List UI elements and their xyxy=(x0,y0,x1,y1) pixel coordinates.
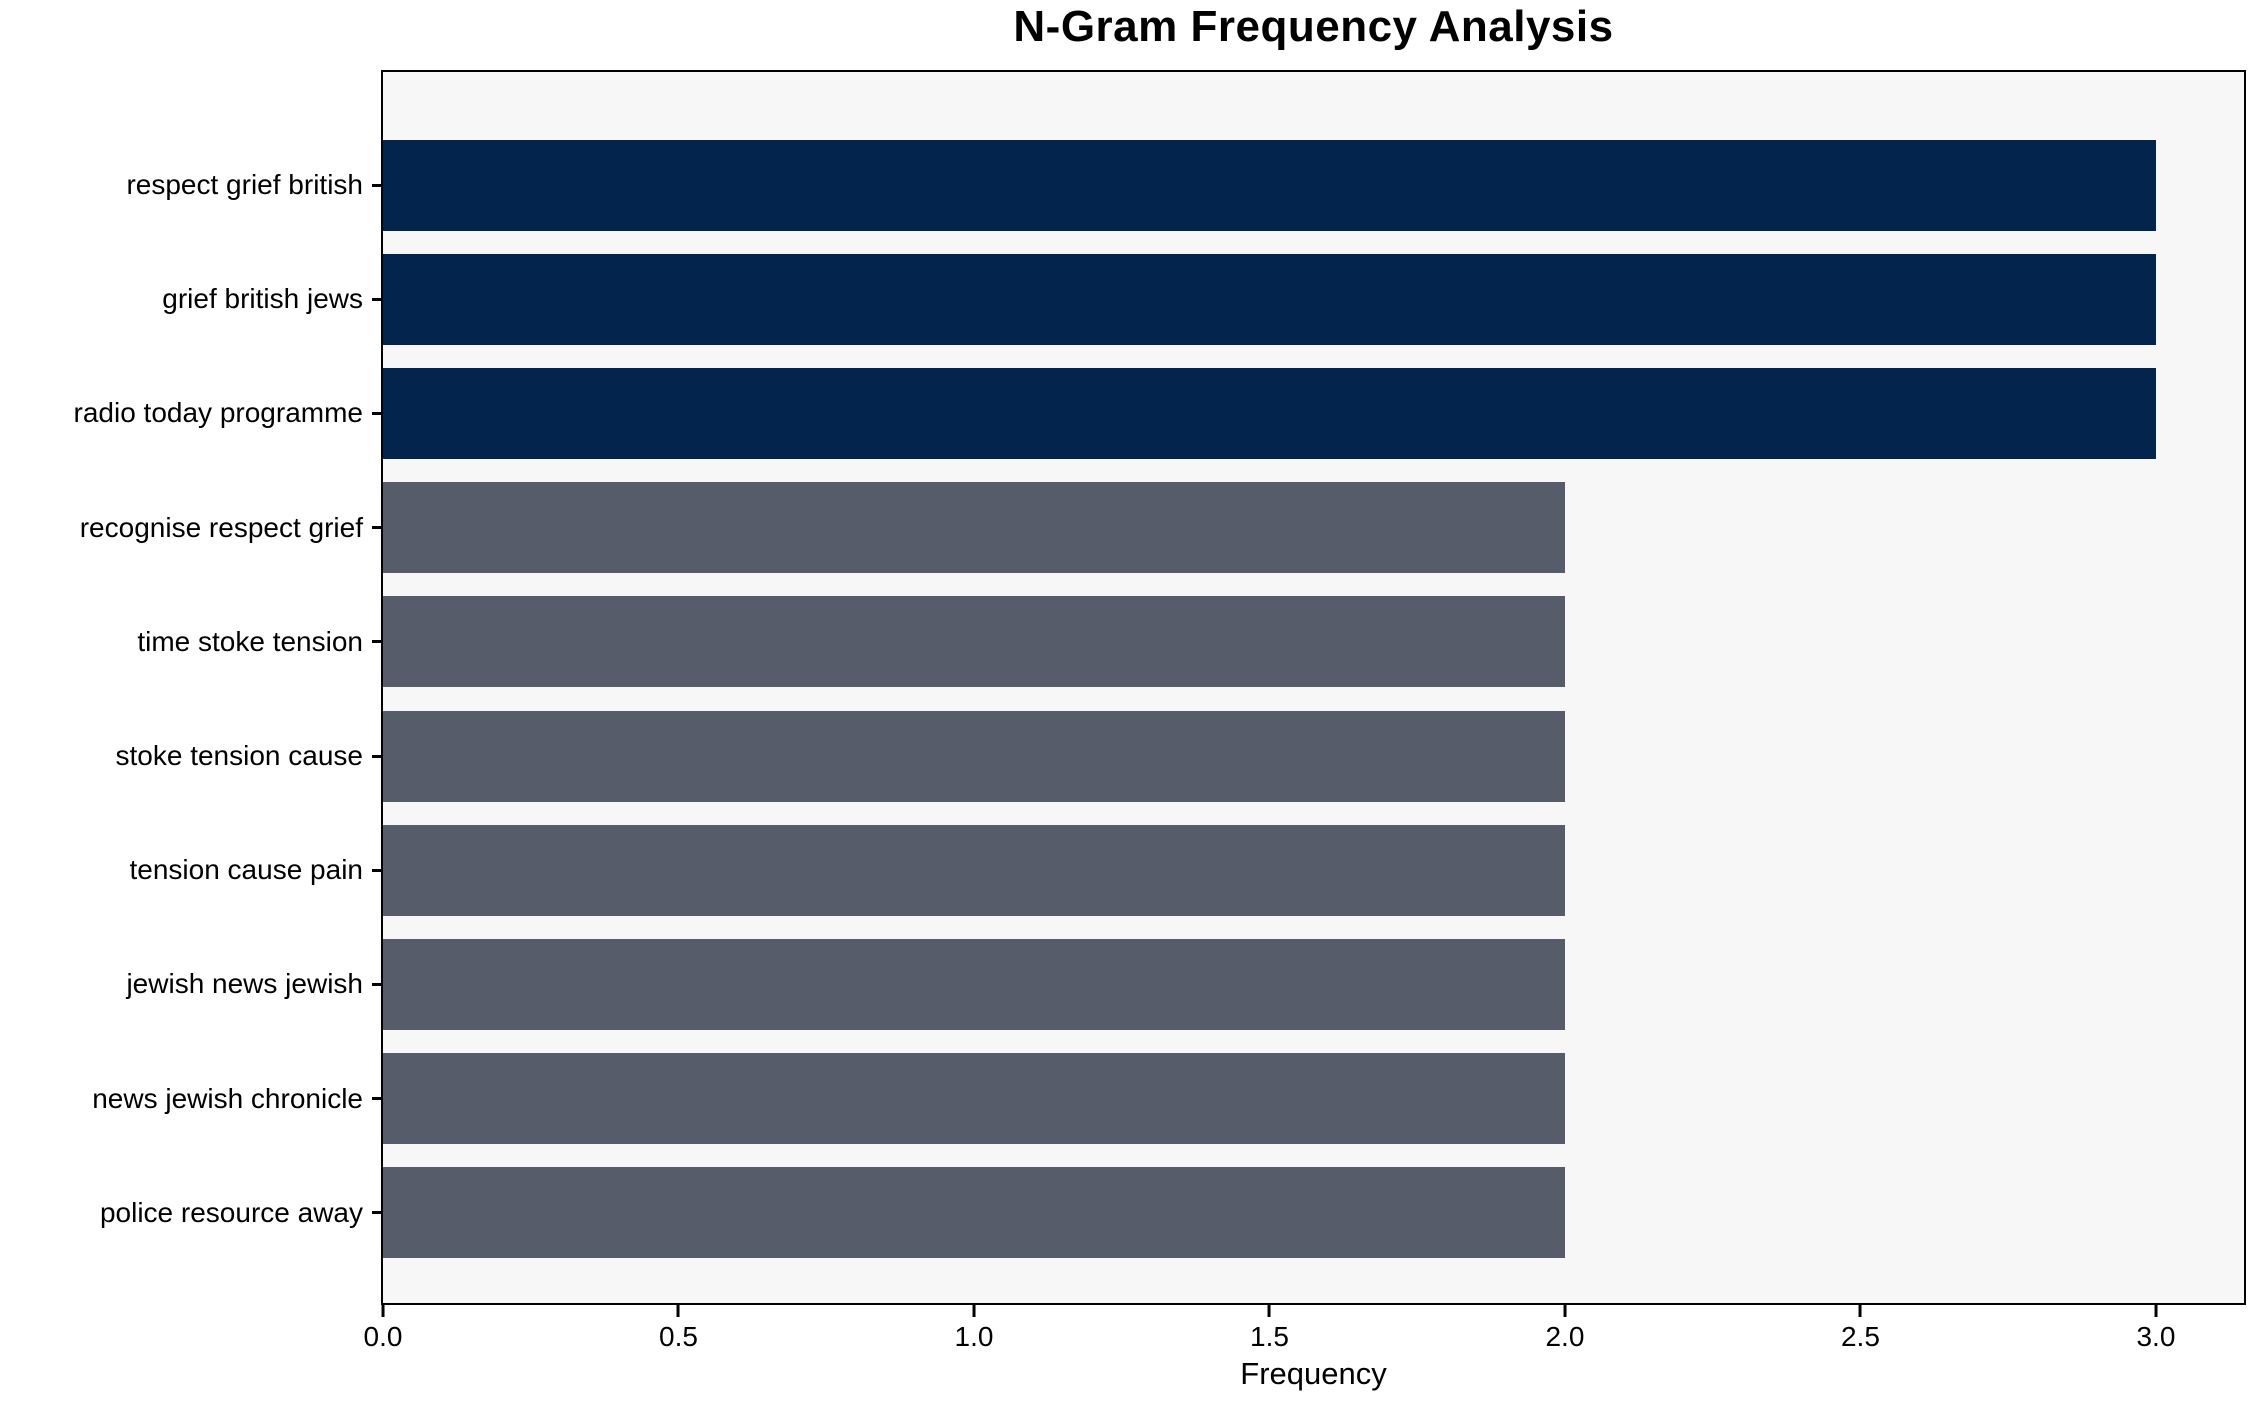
bar-row xyxy=(383,242,2244,356)
x-tick-label: 2.5 xyxy=(1840,1321,1880,1352)
bar-row xyxy=(383,471,2244,585)
x-tick-mark xyxy=(2154,1305,2158,1317)
bar-row xyxy=(383,1042,2244,1156)
bar-stoke-tension-cause xyxy=(383,710,1565,802)
y-tick-label: stoke tension cause xyxy=(115,740,364,772)
y-tick-mark xyxy=(372,183,383,187)
bar-news-jewish-chronicle xyxy=(383,1053,1565,1145)
x-tick-label: 3.0 xyxy=(2136,1321,2176,1352)
bar-police-resource-away xyxy=(383,1167,1565,1259)
x-axis-ticks: 0.0 0.5 1.0 1.5 2.0 2.5 3.0 xyxy=(364,1305,2244,1365)
plot-area xyxy=(381,70,2246,1305)
x-tick-mark xyxy=(1858,1305,1862,1317)
x-tick: 1.0 xyxy=(954,1305,994,1353)
bar-row xyxy=(383,585,2244,699)
y-tick-row: stoke tension cause xyxy=(0,699,383,813)
y-tick-label: grief british jews xyxy=(162,283,363,315)
y-tick-mark xyxy=(372,411,383,415)
x-tick-mark xyxy=(676,1305,680,1317)
y-tick-mark xyxy=(372,1097,383,1101)
x-tick-label: 0.0 xyxy=(363,1321,403,1352)
x-tick: 2.0 xyxy=(1545,1305,1584,1353)
bar-tension-cause-pain xyxy=(383,824,1565,916)
bar-row xyxy=(383,813,2244,927)
x-tick: 0.5 xyxy=(659,1305,698,1353)
bars-container xyxy=(383,72,2244,1303)
y-tick-row: time stoke tension xyxy=(0,585,383,699)
y-tick-row: news jewish chronicle xyxy=(0,1042,383,1156)
x-tick-label: 1.0 xyxy=(954,1321,994,1352)
x-axis-title: Frequency xyxy=(1240,1356,1387,1391)
y-tick-mark xyxy=(372,1211,383,1215)
bar-row xyxy=(383,1156,2244,1270)
y-tick-row: radio today programme xyxy=(0,356,383,470)
y-tick-row: jewish news jewish xyxy=(0,927,383,1041)
y-tick-label: respect grief british xyxy=(126,169,363,201)
y-tick-mark xyxy=(372,754,383,758)
bar-radio-today-programme xyxy=(383,367,2156,459)
y-tick-label: news jewish chronicle xyxy=(92,1082,363,1114)
bar-time-stoke-tension xyxy=(383,596,1565,688)
y-axis-labels: respect grief british grief british jews r… xyxy=(0,72,383,1303)
x-tick-label: 2.0 xyxy=(1545,1321,1585,1352)
bar-row xyxy=(383,128,2244,242)
x-tick-mark xyxy=(972,1305,976,1317)
y-tick-mark xyxy=(372,526,383,530)
y-tick-label: tension cause pain xyxy=(129,854,363,886)
bar-recognise-respect-grief xyxy=(383,482,1565,574)
y-tick-row: police resource away xyxy=(0,1156,383,1270)
bar-jewish-news-jewish xyxy=(383,938,1565,1030)
x-tick: 3.0 xyxy=(2136,1305,2175,1353)
x-tick-mark xyxy=(1267,1305,1271,1317)
x-tick-mark xyxy=(1563,1305,1567,1317)
y-tick-row: recognise respect grief xyxy=(0,471,383,585)
y-tick-mark xyxy=(372,868,383,872)
x-tick: 2.5 xyxy=(1841,1305,1880,1353)
x-tick: 0.0 xyxy=(363,1305,403,1353)
y-tick-row: tension cause pain xyxy=(0,813,383,927)
y-tick-label: jewish news jewish xyxy=(126,968,363,1000)
bar-respect-grief-british xyxy=(383,139,2156,231)
bar-row xyxy=(383,356,2244,470)
x-tick: 1.5 xyxy=(1250,1305,1289,1353)
y-tick-row: grief british jews xyxy=(0,242,383,356)
chart-title: N-Gram Frequency Analysis xyxy=(1013,2,1614,51)
bar-grief-british-jews xyxy=(383,253,2156,345)
y-tick-mark xyxy=(372,640,383,644)
y-tick-row: respect grief british xyxy=(0,128,383,242)
y-tick-label: police resource away xyxy=(99,1196,363,1228)
bar-row xyxy=(383,927,2244,1041)
bar-row xyxy=(383,699,2244,813)
y-tick-mark xyxy=(372,982,383,986)
y-tick-mark xyxy=(372,297,383,301)
y-tick-label: radio today programme xyxy=(73,397,363,429)
x-tick-label: 1.5 xyxy=(1250,1321,1289,1352)
x-tick-label: 0.5 xyxy=(659,1321,698,1352)
y-tick-label: recognise respect grief xyxy=(79,511,363,543)
x-tick-mark xyxy=(381,1305,385,1317)
y-tick-label: time stoke tension xyxy=(137,625,363,657)
